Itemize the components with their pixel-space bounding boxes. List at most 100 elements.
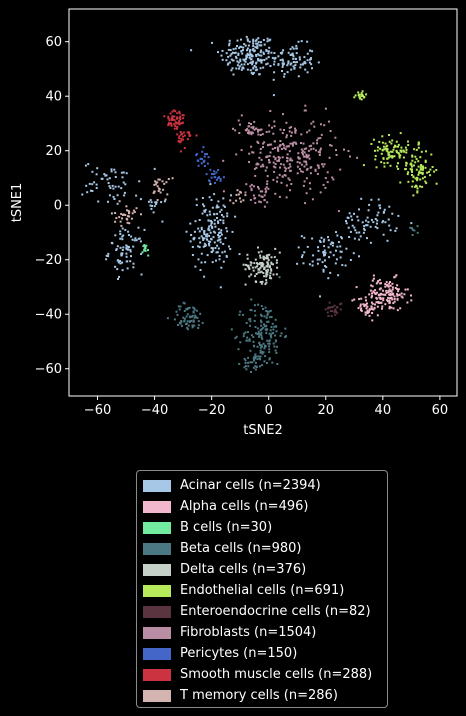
data-point <box>260 41 262 44</box>
data-point <box>289 169 292 172</box>
data-point <box>249 324 251 327</box>
data-point <box>276 363 279 365</box>
data-point <box>214 181 217 184</box>
data-point <box>279 52 282 54</box>
legend-swatch <box>143 689 171 702</box>
data-point <box>121 227 124 230</box>
data-point <box>311 237 314 240</box>
data-point <box>147 200 150 203</box>
data-point <box>177 305 180 308</box>
data-point <box>245 183 248 186</box>
data-point <box>259 201 262 204</box>
data-point <box>327 239 330 242</box>
data-point <box>416 190 419 193</box>
data-point <box>423 176 426 179</box>
data-point <box>196 316 199 319</box>
data-point <box>251 55 254 58</box>
data-point <box>303 151 306 154</box>
data-point <box>359 97 362 100</box>
data-point <box>386 144 389 147</box>
data-point <box>216 204 219 207</box>
data-point <box>392 148 395 151</box>
data-point <box>188 132 191 135</box>
data-point <box>216 217 218 219</box>
data-point <box>238 132 241 134</box>
data-point <box>359 235 362 238</box>
data-point <box>119 262 122 265</box>
data-point <box>252 71 255 74</box>
data-point <box>218 255 221 257</box>
data-point <box>416 179 419 182</box>
data-point <box>114 265 117 268</box>
data-point <box>263 258 265 261</box>
data-point <box>366 302 368 305</box>
data-point <box>366 312 369 314</box>
data-point <box>323 238 326 241</box>
data-point <box>254 201 257 204</box>
data-point <box>215 206 218 209</box>
data-point <box>313 125 316 128</box>
data-point <box>199 312 202 315</box>
data-point <box>125 247 128 250</box>
data-point <box>152 192 155 194</box>
data-point <box>112 195 115 198</box>
data-point <box>270 261 273 264</box>
data-point <box>301 63 304 66</box>
legend-swatch <box>143 542 171 555</box>
data-point <box>354 94 357 97</box>
data-point <box>248 50 251 53</box>
data-point <box>247 129 250 132</box>
data-point <box>417 141 420 144</box>
data-point <box>221 49 224 52</box>
data-point <box>321 261 324 264</box>
data-point <box>305 168 308 171</box>
data-point <box>170 119 173 121</box>
data-point <box>360 94 363 97</box>
data-point <box>304 104 307 107</box>
data-point <box>279 59 282 62</box>
data-point <box>366 305 369 308</box>
data-point <box>307 149 310 152</box>
data-point <box>265 332 268 335</box>
data-point <box>239 310 242 313</box>
legend-item: Enteroendocrine cells (n=82) <box>143 601 387 622</box>
data-point <box>275 325 277 328</box>
data-point <box>260 195 263 198</box>
data-point <box>331 244 334 247</box>
data-point <box>245 55 248 58</box>
data-point <box>170 122 172 125</box>
data-point <box>95 183 98 186</box>
data-point <box>388 297 391 300</box>
data-point <box>114 220 117 223</box>
data-point <box>372 277 375 280</box>
data-point <box>211 173 213 175</box>
data-point <box>251 131 254 134</box>
data-point <box>347 150 350 152</box>
data-point <box>382 220 385 223</box>
data-point <box>417 160 420 163</box>
data-point <box>189 222 192 225</box>
data-point <box>411 155 414 158</box>
data-point <box>206 162 209 165</box>
data-point <box>259 346 262 349</box>
data-point <box>277 156 280 158</box>
data-point <box>260 319 262 322</box>
data-point <box>168 118 171 121</box>
data-point <box>397 143 400 146</box>
data-point <box>382 289 384 292</box>
data-point <box>403 150 406 153</box>
data-point <box>384 285 387 288</box>
data-point <box>252 42 255 45</box>
data-point <box>376 291 378 294</box>
data-point <box>247 131 250 134</box>
data-point <box>257 330 260 333</box>
data-point <box>324 308 327 311</box>
data-point <box>376 281 379 284</box>
data-point <box>197 227 200 230</box>
data-point <box>232 202 235 205</box>
data-point <box>397 167 400 170</box>
data-point <box>268 345 271 348</box>
data-point <box>410 227 413 229</box>
data-point <box>366 237 368 240</box>
data-point <box>358 255 360 258</box>
